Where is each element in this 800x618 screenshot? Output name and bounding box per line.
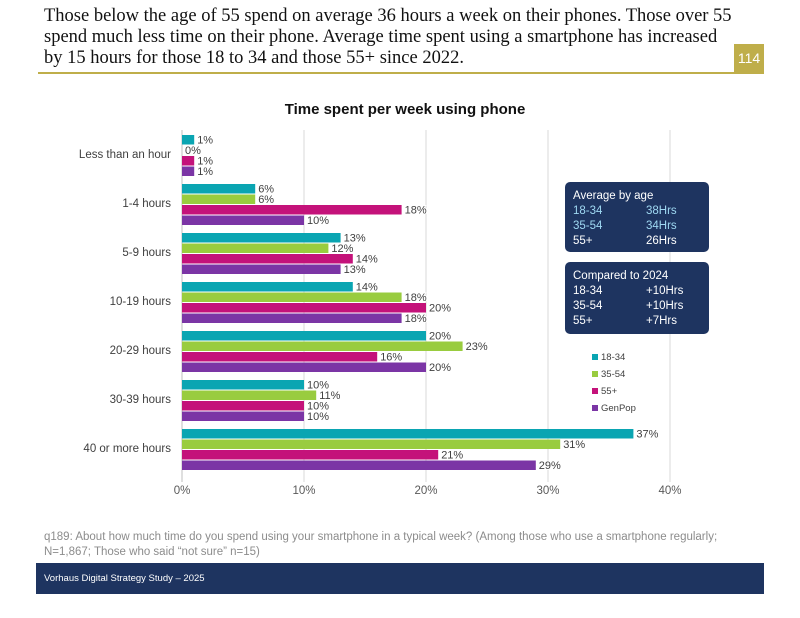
data-label: 18%	[405, 292, 427, 304]
bar	[182, 184, 256, 194]
x-tick-label: 30%	[536, 485, 559, 497]
data-label: 6%	[258, 184, 274, 196]
category-label: 30-39 hours	[110, 394, 172, 406]
data-label: 6%	[258, 194, 274, 206]
chart-title: Time spent per week using phone	[285, 101, 526, 118]
bar	[182, 215, 304, 225]
bar	[182, 352, 378, 362]
data-label: 10%	[307, 411, 329, 423]
bar	[182, 450, 439, 460]
legend-label: GenPop	[601, 403, 636, 414]
category-label: 5-9 hours	[122, 247, 171, 259]
x-tick-label: 40%	[658, 485, 681, 497]
x-tick-label: 0%	[174, 485, 191, 497]
bar	[182, 401, 304, 411]
bar	[182, 254, 353, 264]
bar	[182, 282, 353, 292]
compared-callout-row-value: +10Hrs	[646, 285, 684, 297]
legend-label: 55+	[601, 386, 618, 397]
average-callout-row-label: 18-34	[573, 205, 603, 217]
data-label: 1%	[197, 166, 213, 178]
data-label: 20%	[429, 362, 451, 374]
compared-callout-row-label: 55+	[573, 315, 593, 327]
bar	[182, 264, 341, 274]
data-label: 20%	[429, 331, 451, 343]
average-callout-row-label: 35-54	[573, 220, 603, 232]
headline: Those below the age of 55 spend on avera…	[44, 6, 732, 68]
average-callout-row-value: 26Hrs	[646, 235, 677, 247]
bar	[182, 243, 329, 253]
x-tick-label: 20%	[414, 485, 437, 497]
compared-callout-title: Compared to 2024	[573, 270, 669, 282]
footnote: q189: About how much time do you spend u…	[44, 531, 718, 558]
average-callout-title: Average by age	[573, 190, 653, 202]
legend-swatch	[592, 405, 598, 411]
average-callout-row-value: 38Hrs	[646, 205, 677, 217]
average-callout-box	[565, 182, 709, 252]
data-label: 13%	[344, 264, 366, 276]
average-callout-row-label: 55+	[573, 235, 593, 247]
bar	[182, 341, 463, 351]
data-label: 37%	[636, 429, 658, 441]
bar	[182, 390, 317, 400]
legend-swatch	[592, 388, 598, 394]
bar-chart: Time spent per week using phone 0% 10% 20% 3…	[79, 101, 709, 497]
compared-callout-row-value: +7Hrs	[646, 315, 677, 327]
legend-label: 18-34	[601, 352, 625, 363]
data-label: 18%	[405, 205, 427, 217]
bar	[182, 460, 536, 470]
x-tick-label: 10%	[292, 485, 315, 497]
data-label: 14%	[356, 254, 378, 266]
data-label: 21%	[441, 450, 463, 462]
category-label: 20-29 hours	[110, 345, 172, 357]
bar	[182, 166, 195, 176]
bar	[182, 439, 561, 449]
compared-callout-box	[565, 262, 709, 334]
category-label: Less than an hour	[79, 149, 171, 161]
data-label: 23%	[466, 341, 488, 353]
data-label: 10%	[307, 215, 329, 227]
bar	[182, 233, 341, 243]
category-label: 10-19 hours	[110, 296, 172, 308]
data-label: 14%	[356, 282, 378, 294]
legend-swatch	[592, 371, 598, 377]
header-rule	[38, 72, 764, 74]
bar	[182, 380, 304, 390]
legend-label: 35-54	[601, 369, 625, 380]
data-label: 1%	[197, 135, 213, 147]
bar	[182, 205, 402, 215]
data-label: 31%	[563, 439, 585, 451]
bar	[182, 411, 304, 421]
data-label: 0%	[185, 145, 201, 157]
bar	[182, 429, 634, 439]
bar	[182, 135, 195, 145]
category-label: 1-4 hours	[122, 198, 171, 210]
bar	[182, 362, 426, 372]
page-number: 114	[734, 44, 764, 72]
data-label: 10%	[307, 401, 329, 413]
data-label: 10%	[307, 380, 329, 392]
compared-callout-row-label: 35-54	[573, 300, 603, 312]
bar	[182, 194, 256, 204]
data-label: 13%	[344, 233, 366, 245]
category-label: 40 or more hours	[83, 443, 171, 455]
bar	[182, 303, 426, 313]
bar	[182, 292, 402, 302]
legend-swatch	[592, 354, 598, 360]
data-label: 16%	[380, 352, 402, 364]
footer-label: Vorhaus Digital Strategy Study – 2025	[44, 573, 205, 584]
data-label: 11%	[319, 390, 340, 402]
average-callout-row-value: 34Hrs	[646, 220, 677, 232]
data-label: 20%	[429, 303, 451, 315]
data-label: 1%	[197, 156, 213, 168]
footer-bar: Vorhaus Digital Strategy Study – 2025	[36, 563, 764, 594]
bar	[182, 156, 195, 166]
bar	[182, 313, 402, 323]
data-label: 12%	[331, 243, 353, 255]
data-label: 18%	[405, 313, 427, 325]
data-label: 29%	[539, 460, 561, 472]
compared-callout-row-value: +10Hrs	[646, 300, 684, 312]
bar	[182, 331, 426, 341]
compared-callout-row-label: 18-34	[573, 285, 603, 297]
